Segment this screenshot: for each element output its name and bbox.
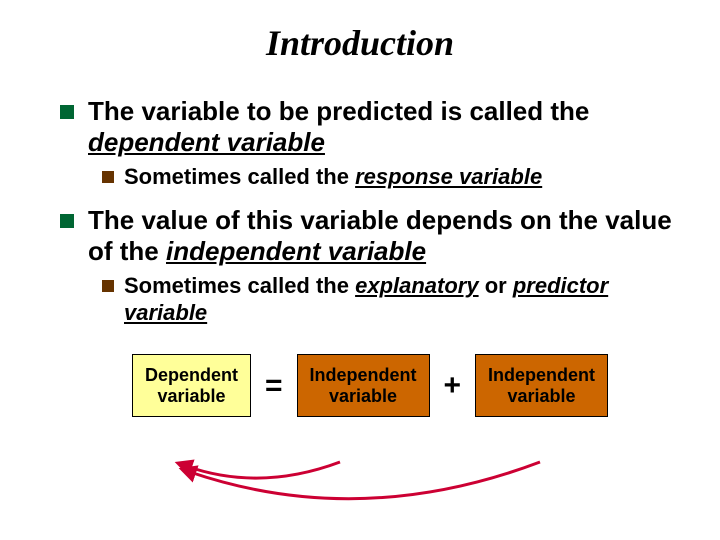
- bullet-2-sub-pre: Sometimes called the: [124, 273, 355, 298]
- bullet-square-icon: [60, 214, 74, 228]
- bullet-square-icon: [102, 171, 114, 183]
- bullet-1-sub-pre: Sometimes called the: [124, 164, 355, 189]
- bullet-1-sub: Sometimes called the response variable: [102, 164, 680, 190]
- bullet-1: The variable to be predicted is called t…: [60, 96, 680, 158]
- bullet-2-sub-emph: explanatory: [355, 273, 479, 298]
- plus-operator: +: [444, 369, 462, 403]
- bullet-square-icon: [60, 105, 74, 119]
- independent-box-2-line1: Independent: [488, 365, 595, 386]
- bullet-2-text: The value of this variable depends on th…: [88, 205, 680, 267]
- dependent-box-line1: Dependent: [145, 365, 238, 386]
- independent-box-1-line1: Independent: [310, 365, 417, 386]
- arrow-indep1-to-dep: [186, 462, 340, 478]
- bullet-2-sub: Sometimes called the explanatory or pred…: [102, 273, 680, 326]
- bullet-2-emph: independent variable: [166, 236, 426, 266]
- bullet-2-sub-mid: or: [479, 273, 513, 298]
- bullet-2: The value of this variable depends on th…: [60, 205, 680, 267]
- independent-box-2: Independent variable: [475, 354, 608, 417]
- independent-box-1-line2: variable: [310, 386, 417, 407]
- bullet-2-sub-text: Sometimes called the explanatory or pred…: [124, 273, 680, 326]
- bullet-1-text: The variable to be predicted is called t…: [88, 96, 680, 158]
- content-region: The variable to be predicted is called t…: [0, 96, 720, 417]
- bullet-1-pre: The variable to be predicted is called t…: [88, 96, 589, 126]
- independent-box-2-line2: variable: [488, 386, 595, 407]
- arrow-indep2-to-dep: [190, 462, 540, 499]
- independent-box-1: Independent variable: [297, 354, 430, 417]
- dependent-box: Dependent variable: [132, 354, 251, 417]
- bullet-square-icon: [102, 280, 114, 292]
- bullet-1-emph: dependent variable: [88, 127, 325, 157]
- bullet-1-sub-text: Sometimes called the response variable: [124, 164, 542, 190]
- equation-row: Dependent variable = Independent variabl…: [60, 354, 680, 417]
- page-title: Introduction: [0, 0, 720, 82]
- bullet-1-sub-emph: response variable: [355, 164, 542, 189]
- equals-operator: =: [265, 369, 283, 403]
- dependent-box-line2: variable: [145, 386, 238, 407]
